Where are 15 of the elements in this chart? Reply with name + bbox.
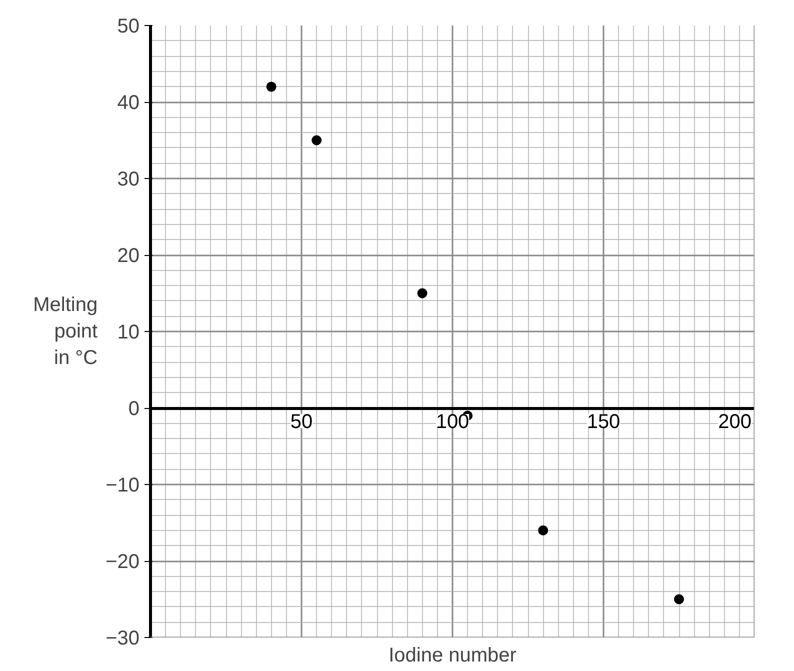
y-tick-label: −10 — [106, 474, 140, 496]
y-tick-label: −20 — [106, 551, 140, 573]
x-tick-label: 50 — [290, 411, 313, 433]
y-axis-title: Melting point in °C — [33, 294, 98, 369]
x-tick-label: 100 — [436, 411, 470, 433]
y-tick-label: 0 — [128, 398, 140, 420]
y-tick-label: 10 — [117, 322, 140, 344]
x-tick-label: 150 — [586, 411, 620, 433]
x-tick-label: 200 — [718, 411, 752, 433]
y-tick-label: 50 — [117, 16, 140, 38]
y-tick-label: −30 — [106, 628, 140, 650]
y-tick-label: 40 — [117, 92, 140, 114]
y-tick-label: 30 — [117, 168, 140, 190]
x-axis-title: Iodine number — [388, 644, 517, 666]
y-tick-label: 20 — [117, 245, 140, 267]
